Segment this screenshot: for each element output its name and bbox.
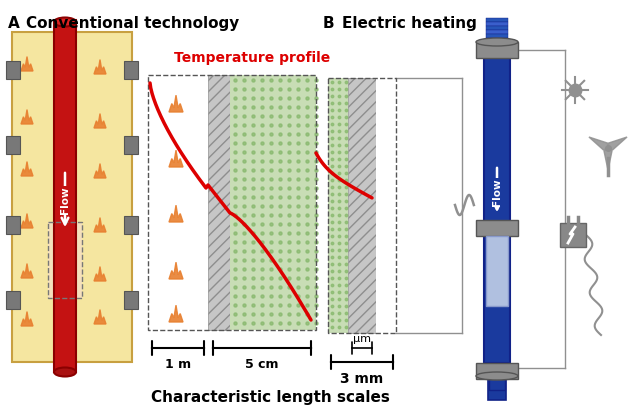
Bar — [124, 216, 138, 234]
Bar — [489, 376, 505, 390]
Bar — [328, 78, 396, 333]
Bar — [12, 32, 132, 362]
Text: 5 cm: 5 cm — [245, 358, 279, 371]
Bar — [148, 75, 208, 330]
Bar — [486, 22, 508, 26]
Bar — [6, 136, 20, 154]
Polygon shape — [169, 305, 183, 322]
Bar — [486, 18, 508, 22]
Polygon shape — [604, 148, 612, 170]
Ellipse shape — [476, 372, 518, 380]
Polygon shape — [21, 311, 33, 326]
Bar — [560, 223, 586, 247]
Bar — [208, 75, 230, 330]
Text: Flow: Flow — [492, 178, 502, 206]
Polygon shape — [94, 309, 106, 324]
Text: Temperature profile: Temperature profile — [174, 51, 330, 65]
Polygon shape — [169, 150, 183, 167]
Bar — [54, 20, 76, 372]
Bar — [124, 61, 138, 79]
Polygon shape — [589, 137, 608, 150]
Bar — [348, 78, 376, 333]
Bar — [486, 236, 508, 306]
Polygon shape — [21, 213, 33, 228]
Bar — [124, 291, 138, 309]
Polygon shape — [169, 205, 183, 222]
Bar — [488, 378, 506, 400]
Text: A: A — [8, 16, 20, 31]
Bar — [124, 136, 138, 154]
Polygon shape — [94, 114, 106, 128]
Text: μm: μm — [353, 334, 371, 344]
Polygon shape — [21, 264, 33, 278]
Text: Conventional technology: Conventional technology — [26, 16, 239, 31]
Ellipse shape — [476, 38, 518, 46]
Text: Electric heating: Electric heating — [342, 16, 477, 31]
Text: B: B — [323, 16, 335, 31]
Bar — [328, 78, 348, 333]
Bar — [486, 30, 508, 34]
Polygon shape — [94, 218, 106, 232]
Ellipse shape — [54, 368, 76, 377]
Polygon shape — [608, 137, 627, 150]
Polygon shape — [94, 60, 106, 74]
Text: 3 mm: 3 mm — [340, 372, 383, 386]
Polygon shape — [169, 262, 183, 279]
Polygon shape — [21, 56, 33, 71]
Bar — [6, 61, 20, 79]
Bar — [48, 222, 82, 298]
Text: Characteristic length scales: Characteristic length scales — [150, 390, 389, 405]
Bar — [148, 75, 316, 330]
Polygon shape — [94, 267, 106, 281]
Text: 1 m: 1 m — [165, 358, 191, 371]
Bar — [486, 38, 508, 42]
Polygon shape — [21, 110, 33, 124]
Bar — [6, 291, 20, 309]
Polygon shape — [94, 164, 106, 178]
Bar — [48, 222, 82, 298]
Bar — [484, 48, 510, 363]
Bar — [486, 26, 508, 30]
Bar — [376, 78, 396, 333]
Bar — [476, 363, 518, 379]
Bar — [230, 75, 316, 330]
Bar — [486, 34, 508, 38]
Bar — [6, 216, 20, 234]
Polygon shape — [21, 162, 33, 176]
Bar — [476, 220, 518, 236]
Polygon shape — [169, 95, 183, 112]
Bar — [476, 42, 518, 58]
Ellipse shape — [54, 17, 76, 26]
Text: Flow: Flow — [60, 186, 70, 214]
